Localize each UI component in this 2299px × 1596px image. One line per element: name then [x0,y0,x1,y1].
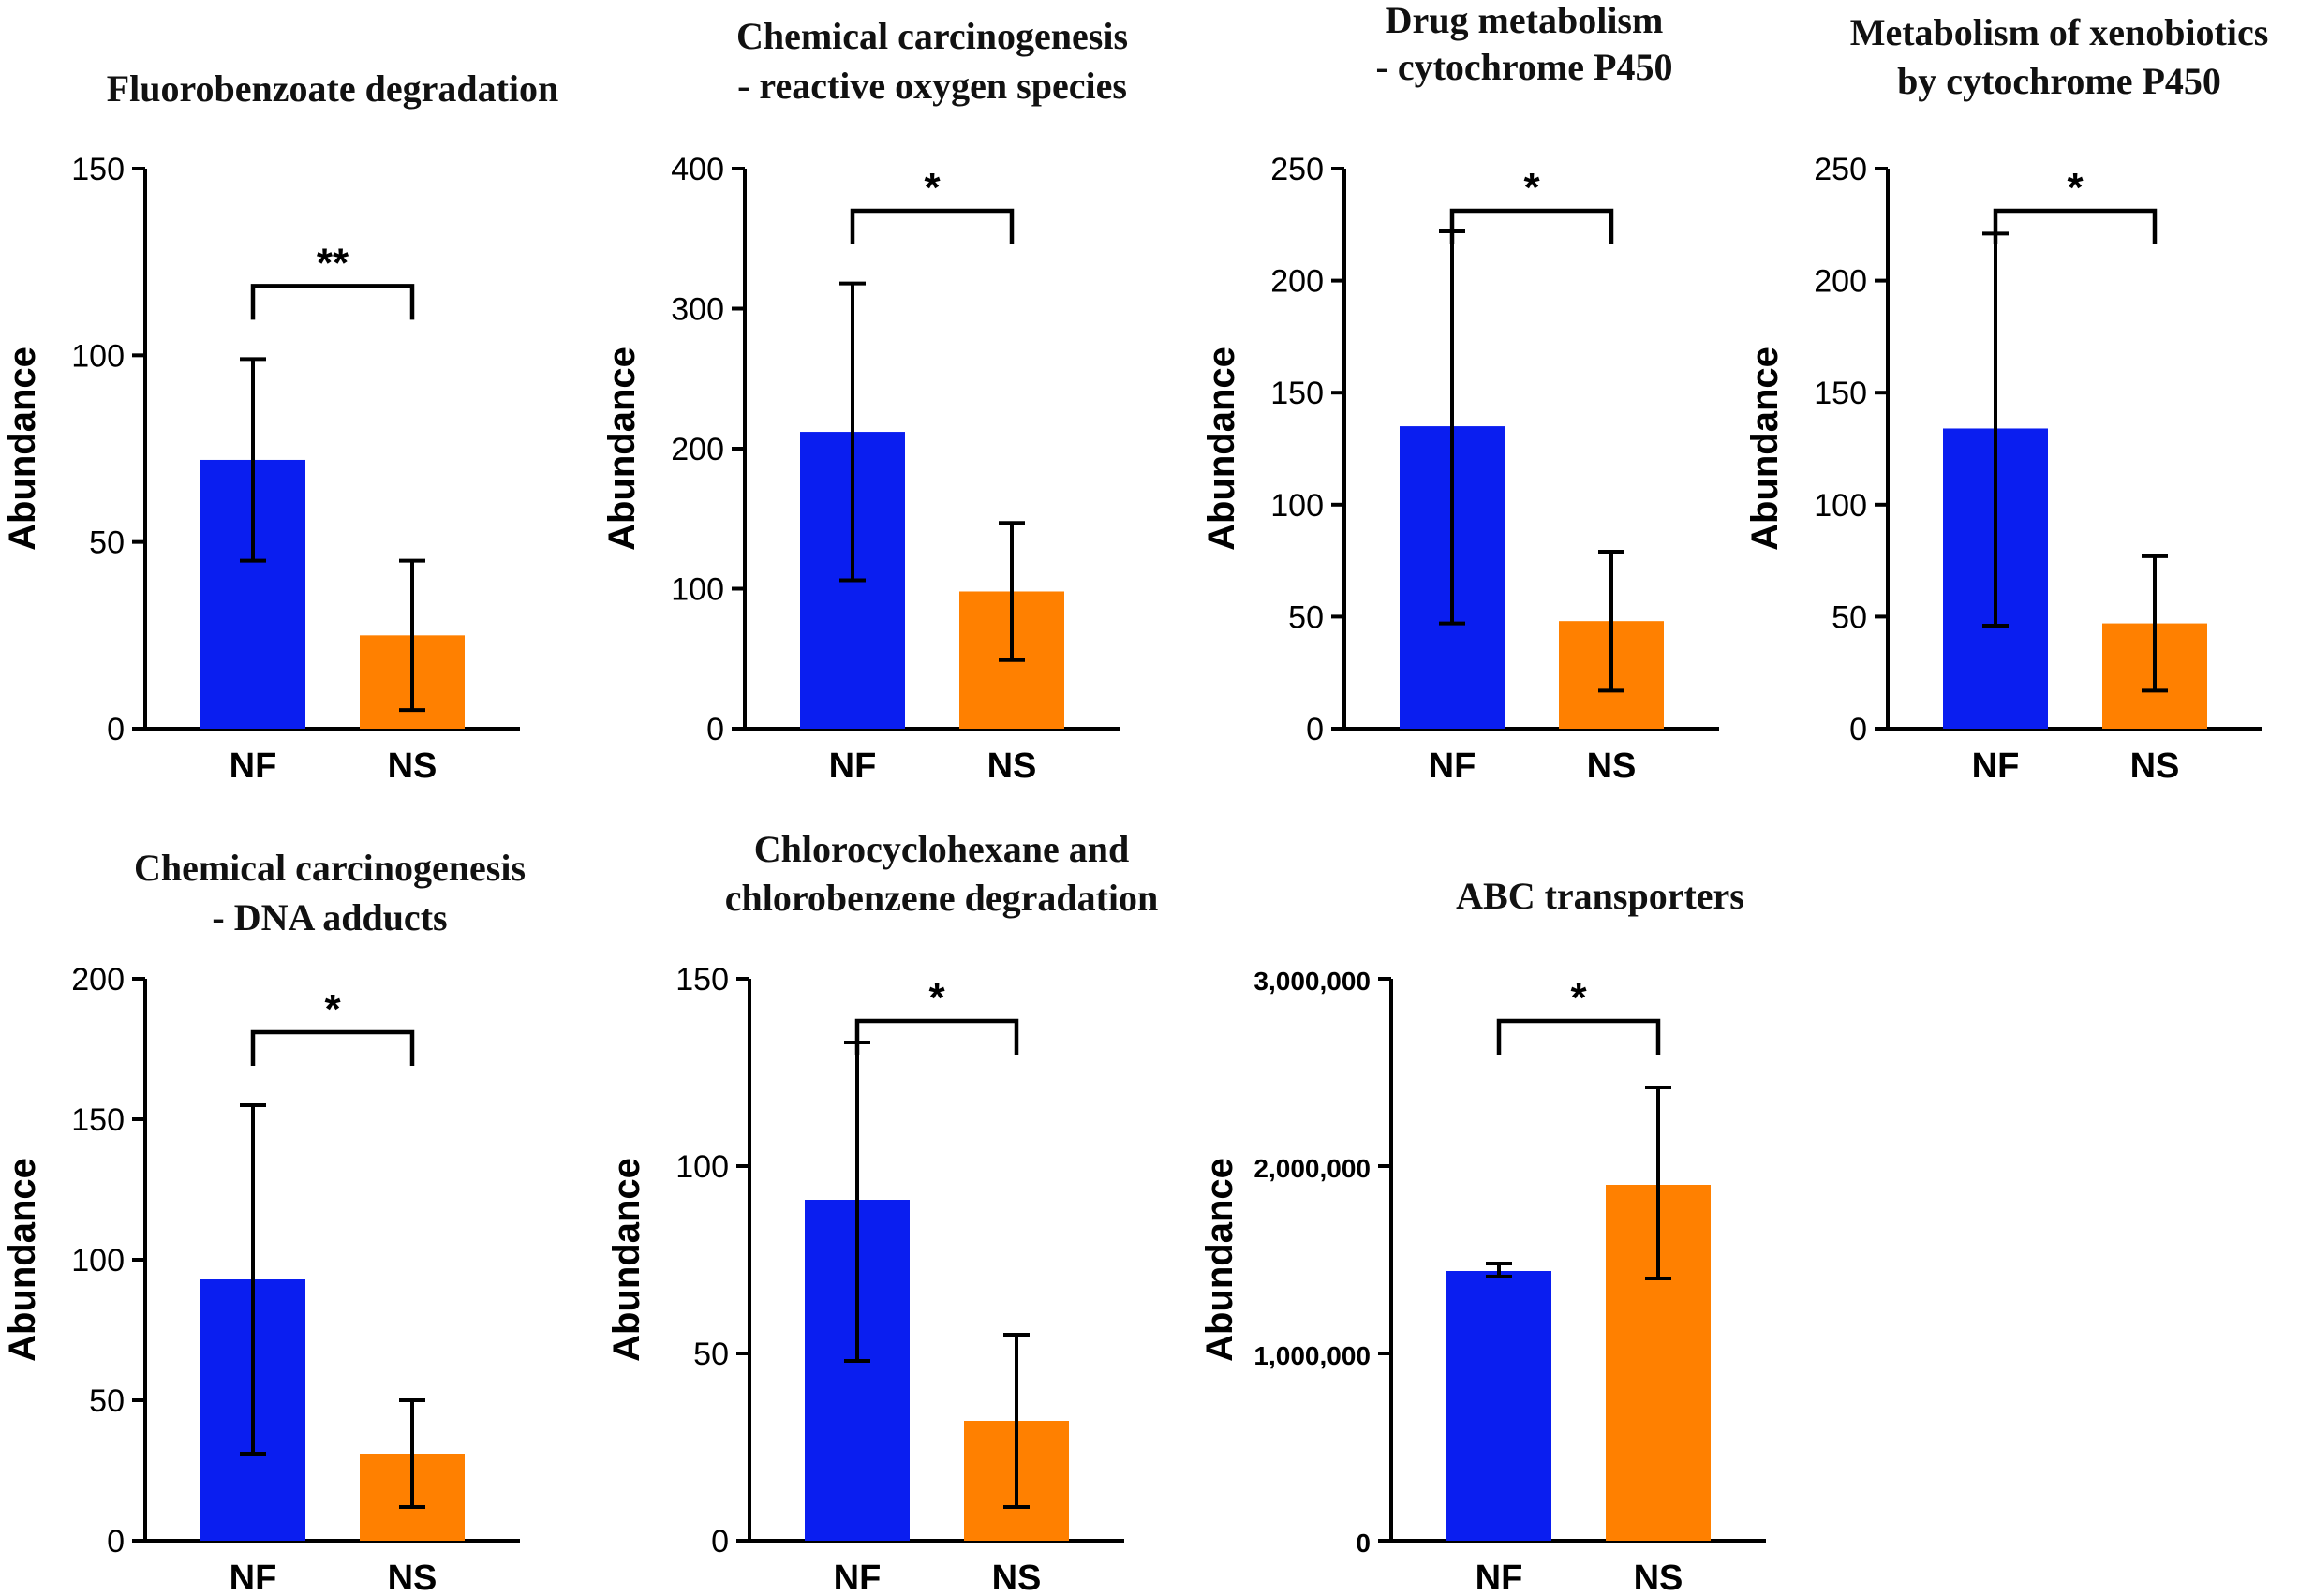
chart-title-line: Fluorobenzoate degradation [107,67,559,110]
y-tick-label: 0 [107,712,125,747]
x-tick-label: NF [1476,1559,1523,1596]
y-tick-label: 200 [1814,264,1867,300]
significance-marker: * [1523,165,1540,211]
y-tick-label: 100 [671,572,724,608]
y-tick-label: 0 [1849,712,1867,747]
y-tick-label: 150 [675,962,729,998]
significance-bracket [250,284,415,320]
y-tick-label: 0 [711,1524,729,1559]
y-tick-label: 50 [1832,599,1867,635]
significance-marker: * [924,165,941,211]
chart-panel-6: Chlorocyclohexane and chlorobenzene degra… [606,828,1158,1596]
x-tick-label: NS [1587,746,1637,786]
x-tick-label: NS [388,1559,438,1596]
y-tick-label: 250 [1814,152,1867,187]
significance-bracket [1496,1018,1661,1055]
significance-marker: * [928,975,945,1021]
y-tick-label: 150 [71,1102,125,1138]
y-tick-label: 100 [71,1243,125,1278]
y-tick-label: 3,000,000 [1253,967,1371,996]
y-tick-label: 1,000,000 [1253,1341,1371,1370]
chart-title-line: by cytochrome P450 [1897,60,2221,102]
significance-bracket [1449,208,1614,244]
y-tick-label: 100 [71,338,125,374]
y-tick-label: 50 [89,1383,125,1419]
x-tick-label: NF [834,1559,882,1596]
significance-bracket [854,1018,1019,1055]
bar-nf [1446,1271,1551,1541]
y-tick-label: 150 [1814,376,1867,411]
significance-marker: * [324,986,341,1032]
y-tick-label: 2,000,000 [1253,1154,1371,1183]
chart-title-line: - DNA adducts [212,896,447,938]
y-tick-label: 100 [1270,488,1324,524]
y-tick-label: 50 [89,525,125,561]
y-tick-label: 300 [671,292,724,328]
chart-panel-4: Metabolism of xenobiotics by cytochrome P… [1744,11,2268,786]
x-tick-label: NS [987,746,1037,786]
significance-bracket [1993,208,2158,244]
y-tick-label: 0 [706,712,724,747]
significance-bracket [850,208,1015,244]
chart-panel-5: Chemical carcinogenesis - DNA adducts 0 50 1… [2,847,526,1596]
chart-title-line: Metabolism of xenobiotics [1850,11,2269,53]
y-axis-label: Abundance [2,347,43,551]
x-tick-label: NF [230,1559,277,1596]
chart-title-line: - reactive oxygen species [737,65,1127,107]
significance-marker: * [1570,975,1587,1021]
y-tick-label: 200 [1270,264,1324,300]
chart-title-line: - cytochrome P450 [1376,46,1673,88]
y-axis-label: Abundance [601,347,643,551]
y-tick-label: 200 [671,432,724,467]
chart-panel-7: ABC transporters 0 1,000,000 2,000,000 3,000… [1199,875,1766,1596]
y-tick-label: 50 [1288,599,1324,635]
y-tick-label: 0 [1306,712,1324,747]
y-axis-label: Abundance [1744,347,1786,551]
significance-marker: * [2067,165,2084,211]
chart-panel-2: Chemical carcinogenesis - reactive oxygen… [601,15,1128,786]
x-tick-label: NF [230,746,277,786]
y-tick-label: 0 [107,1524,125,1559]
y-tick-label: 50 [693,1337,729,1372]
y-tick-label: 0 [1356,1529,1371,1558]
chart-panel-3: Drug metabolism - cytochrome P450 0 50 100 15… [1201,0,1719,786]
x-tick-label: NS [2130,746,2180,786]
y-tick-label: 100 [675,1149,729,1185]
x-tick-label: NS [992,1559,1042,1596]
y-axis-label: Abundance [1199,1158,1240,1362]
chart-title-line: Chlorocyclohexane and [754,828,1129,870]
y-axis-label: Abundance [606,1158,647,1362]
y-axis-label: Abundance [1201,347,1242,551]
x-tick-label: NS [388,746,438,786]
x-tick-label: NF [1429,746,1476,786]
chart-title-line: Drug metabolism [1386,0,1664,41]
x-tick-label: NF [1972,746,2020,786]
chart-title-line: Chemical carcinogenesis [736,15,1128,57]
y-axis-label: Abundance [2,1158,43,1362]
y-tick-label: 250 [1270,152,1324,187]
y-tick-label: 400 [671,152,724,187]
y-tick-label: 200 [71,962,125,998]
y-tick-label: 100 [1814,488,1867,524]
x-tick-label: NS [1634,1559,1683,1596]
significance-bracket [250,1029,415,1066]
y-tick-label: 150 [1270,376,1324,411]
chart-panel-1: Fluorobenzoate degradation 0 50 100 150 Abund… [2,67,558,786]
chart-title-line: Chemical carcinogenesis [134,847,526,889]
x-tick-label: NF [829,746,877,786]
y-tick-label: 150 [71,152,125,187]
chart-title-line: ABC transporters [1456,875,1744,917]
chart-title-line: chlorobenzene degradation [725,877,1159,919]
significance-marker: ** [317,240,349,286]
